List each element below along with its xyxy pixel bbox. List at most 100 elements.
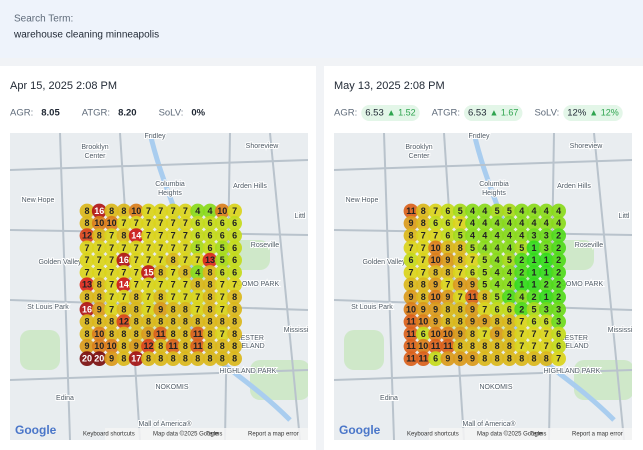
- rank-number: 8: [171, 317, 176, 327]
- rank-cell: [538, 277, 554, 293]
- rank-number: 1: [544, 267, 549, 277]
- rank-cell: [116, 203, 132, 219]
- rank-number: 7: [158, 243, 163, 253]
- rank-cell: [403, 302, 419, 317]
- rank-number: 2: [519, 255, 524, 265]
- rank-number: 7: [171, 206, 176, 216]
- rank-number: 7: [84, 243, 89, 253]
- rank-number: 9: [84, 341, 89, 351]
- rank-cell: [141, 203, 156, 219]
- rank-number: 8: [158, 341, 163, 351]
- rank-cell: [538, 326, 554, 342]
- rank-number: 4: [507, 230, 512, 240]
- rank-number: 6: [232, 230, 237, 240]
- rank-number: 9: [482, 317, 487, 327]
- rank-cell: [214, 228, 230, 244]
- rank-cell: [91, 240, 107, 256]
- rank-cell: [489, 228, 505, 244]
- rank-cell: [227, 277, 243, 293]
- rank-number: 8: [207, 267, 212, 277]
- rank-cell: [178, 289, 193, 305]
- rank-cell: [415, 203, 431, 219]
- metric-pill: [464, 105, 523, 121]
- rank-cell: [214, 314, 230, 330]
- rank-number: 7: [519, 329, 524, 339]
- map-label: Golden Valley: [38, 259, 82, 266]
- rank-cell: [202, 338, 218, 354]
- rank-cell: [526, 215, 542, 231]
- rank-number: 7: [134, 267, 139, 277]
- rank-number: 7: [97, 267, 102, 277]
- rank-cell: [79, 326, 95, 342]
- rank-number: 6: [531, 317, 536, 327]
- map-footer-text: Keyboard shortcuts: [83, 432, 135, 438]
- rank-number: 7: [433, 230, 438, 240]
- rank-number: 7: [220, 329, 225, 339]
- rank-cell: [141, 351, 156, 366]
- rank-cell: [104, 265, 119, 280]
- map-footer-bg: [105, 428, 308, 440]
- rank-cell: [526, 252, 542, 268]
- map-label: Center: [408, 153, 430, 160]
- rank-number: 4: [482, 230, 487, 240]
- rank-cell: [116, 302, 132, 317]
- rank-number: 7: [519, 317, 524, 327]
- rank-cell: [91, 289, 107, 305]
- metric-change: ▲ 1.52: [387, 107, 416, 117]
- rank-number: 6: [445, 206, 450, 216]
- rank-cell: [538, 338, 554, 354]
- rank-number: 8: [458, 341, 463, 351]
- rank-number: 4: [195, 267, 200, 277]
- rank-cell: [403, 277, 419, 293]
- rank-number: 13: [205, 255, 215, 265]
- rank-number: 7: [421, 267, 426, 277]
- rank-number: 7: [220, 280, 225, 290]
- rank-cell: [465, 314, 480, 330]
- road: [10, 159, 308, 171]
- rank-cell: [551, 265, 566, 280]
- rank-number: 4: [482, 206, 487, 216]
- rank-number: 7: [220, 292, 225, 302]
- rank-cell: [178, 326, 193, 342]
- rank-number: 8: [220, 353, 225, 363]
- rank-number: 9: [433, 317, 438, 327]
- metric-change: ▲ 1.67: [490, 107, 519, 117]
- map-footer-bg: [429, 428, 632, 440]
- rank-cell: [538, 240, 554, 256]
- rank-cell: [153, 277, 169, 293]
- rank-number: 9: [134, 341, 139, 351]
- rank-cell: [403, 265, 419, 280]
- map-label: St Louis Park: [27, 304, 69, 311]
- rank-number: 7: [171, 230, 176, 240]
- map-footer-text: Terms: [206, 432, 222, 438]
- rank-cell: [502, 314, 517, 330]
- map-label: Arden Hills: [557, 183, 591, 190]
- rank-number: 4: [482, 243, 487, 253]
- map-label: COMO PARK: [561, 281, 604, 288]
- rank-number: 7: [531, 329, 536, 339]
- rank-number: 6: [507, 304, 512, 314]
- rank-number: 7: [183, 280, 188, 290]
- road: [334, 159, 632, 171]
- rank-number: 8: [507, 353, 512, 363]
- rank-cell: [116, 326, 132, 342]
- rank-number: 7: [146, 206, 151, 216]
- rank-number: 7: [458, 218, 463, 228]
- rank-number: 11: [406, 206, 416, 216]
- metric-pill: [361, 105, 420, 121]
- rank-cell: [538, 215, 554, 231]
- rank-number: 5: [470, 243, 475, 253]
- rank-cell: [165, 289, 181, 305]
- rank-cell: [502, 302, 517, 317]
- rank-cell: [128, 215, 144, 231]
- metric-value: 12%: [567, 108, 587, 119]
- rank-number: 7: [195, 292, 200, 302]
- rank-cell: [477, 289, 493, 305]
- rank-cell: [502, 351, 517, 366]
- rank-number: 8: [171, 329, 176, 339]
- rank-number: 1: [531, 243, 536, 253]
- rank-cell: [178, 338, 193, 354]
- rank-number: 8: [507, 329, 512, 339]
- metric-value: 6.53: [365, 108, 384, 119]
- rank-cell: [465, 302, 480, 317]
